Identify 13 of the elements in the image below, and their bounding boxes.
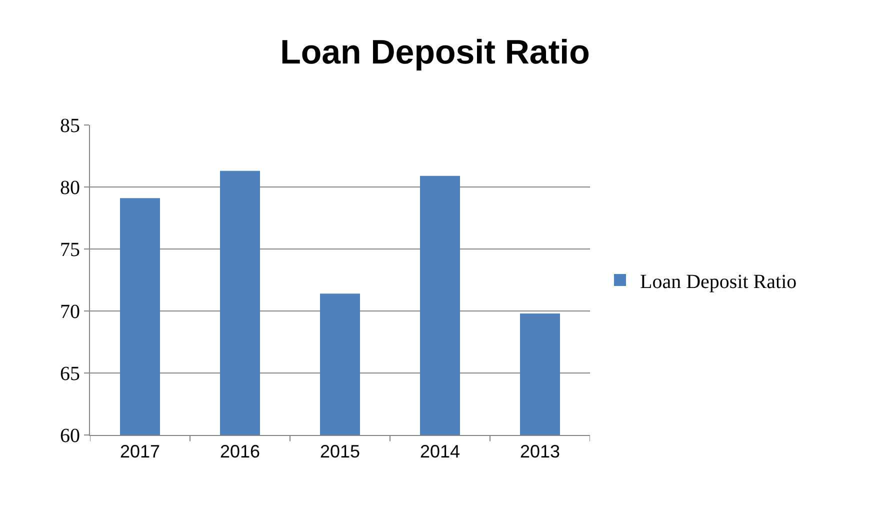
x-tick-label: 2017 bbox=[120, 442, 160, 462]
chart-title: Loan Deposit Ratio bbox=[280, 33, 590, 72]
y-tick-label: 70 bbox=[60, 301, 80, 323]
y-tick-label: 85 bbox=[60, 115, 80, 137]
x-tick-label: 2016 bbox=[220, 442, 260, 462]
x-tick-label: 2013 bbox=[520, 442, 560, 462]
y-tick-label: 75 bbox=[60, 239, 80, 261]
legend-label: Loan Deposit Ratio bbox=[640, 270, 797, 293]
y-tick-label: 65 bbox=[60, 363, 80, 385]
y-tick-label: 80 bbox=[60, 177, 80, 199]
y-tick-label: 60 bbox=[60, 425, 80, 447]
x-tick-label: 2014 bbox=[420, 442, 460, 462]
x-tick-label: 2015 bbox=[320, 442, 360, 462]
